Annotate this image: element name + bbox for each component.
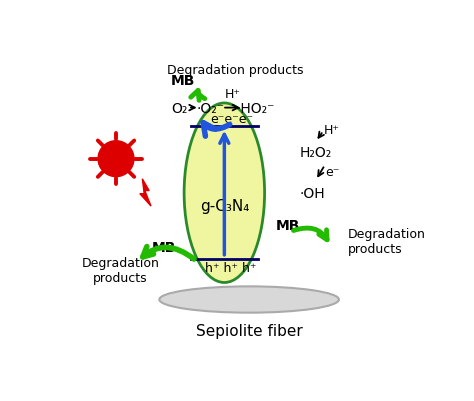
Text: Sepiolite fiber: Sepiolite fiber bbox=[196, 323, 302, 338]
Text: MB: MB bbox=[152, 240, 176, 254]
FancyArrowPatch shape bbox=[293, 229, 327, 240]
Text: ·O₂⁻: ·O₂⁻ bbox=[196, 101, 225, 115]
FancyArrowPatch shape bbox=[191, 91, 205, 101]
Text: Degradation
products: Degradation products bbox=[82, 257, 160, 284]
Text: ·HO₂⁻: ·HO₂⁻ bbox=[236, 101, 274, 115]
Text: H⁺: H⁺ bbox=[323, 124, 339, 136]
FancyArrowPatch shape bbox=[143, 247, 194, 259]
Ellipse shape bbox=[159, 287, 339, 313]
Circle shape bbox=[98, 142, 134, 177]
Text: H₂O₂: H₂O₂ bbox=[300, 146, 332, 160]
Text: e⁻e⁻e⁻: e⁻e⁻e⁻ bbox=[210, 112, 254, 125]
Text: MB: MB bbox=[275, 219, 300, 233]
Text: e⁻: e⁻ bbox=[326, 165, 340, 178]
Ellipse shape bbox=[184, 104, 264, 283]
Text: H⁺: H⁺ bbox=[225, 88, 241, 101]
Text: h⁺ h⁺ h⁺: h⁺ h⁺ h⁺ bbox=[205, 261, 256, 274]
Text: MB: MB bbox=[170, 73, 195, 87]
Text: O₂: O₂ bbox=[171, 101, 188, 115]
Text: ·OH: ·OH bbox=[300, 186, 325, 200]
Text: Degradation products: Degradation products bbox=[167, 64, 303, 77]
Polygon shape bbox=[140, 179, 151, 207]
Text: Degradation
products: Degradation products bbox=[348, 227, 426, 255]
FancyArrowPatch shape bbox=[203, 124, 230, 137]
Text: g-C₃N₄: g-C₃N₄ bbox=[200, 198, 249, 213]
